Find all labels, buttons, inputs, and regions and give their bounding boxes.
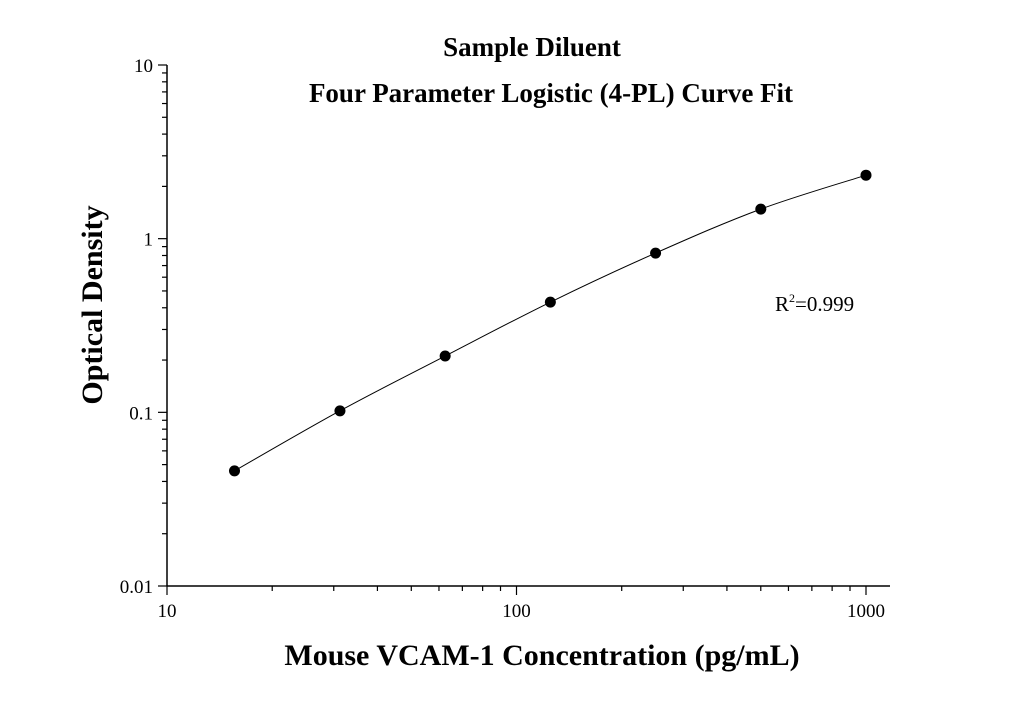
r-squared-annotation: R2=0.999: [775, 291, 854, 316]
r-sup: 2: [789, 291, 795, 305]
data-point: [544, 296, 556, 308]
x-axis-label: Mouse VCAM-1 Concentration (pg/mL): [284, 639, 799, 672]
data-points: [228, 169, 872, 477]
y-tick-label: 10: [134, 56, 153, 77]
y-tick-label: 0.01: [120, 577, 153, 598]
chart-title: Sample Diluent: [443, 32, 621, 62]
fit-curve-group: [234, 174, 867, 472]
data-point: [334, 405, 346, 417]
r-label: R: [775, 292, 789, 316]
data-point: [650, 247, 662, 259]
x-tick-label: 10: [158, 601, 177, 622]
data-point: [228, 465, 240, 477]
y-tick-label: 1: [144, 230, 154, 251]
r-value: =0.999: [795, 292, 854, 316]
chart-subtitle: Four Parameter Logistic (4-PL) Curve Fit: [309, 78, 793, 108]
axes: 10 100 1000 0.01 0.1 1 10: [120, 56, 890, 622]
fit-curve: [234, 174, 867, 472]
data-point: [755, 203, 767, 215]
y-tick-label: 0.1: [129, 403, 153, 424]
data-point: [439, 350, 451, 362]
x-tick-label: 1000: [847, 601, 885, 622]
y-axis-label: Optical Density: [76, 205, 109, 404]
x-tick-label: 100: [502, 601, 531, 622]
data-point: [860, 169, 872, 181]
